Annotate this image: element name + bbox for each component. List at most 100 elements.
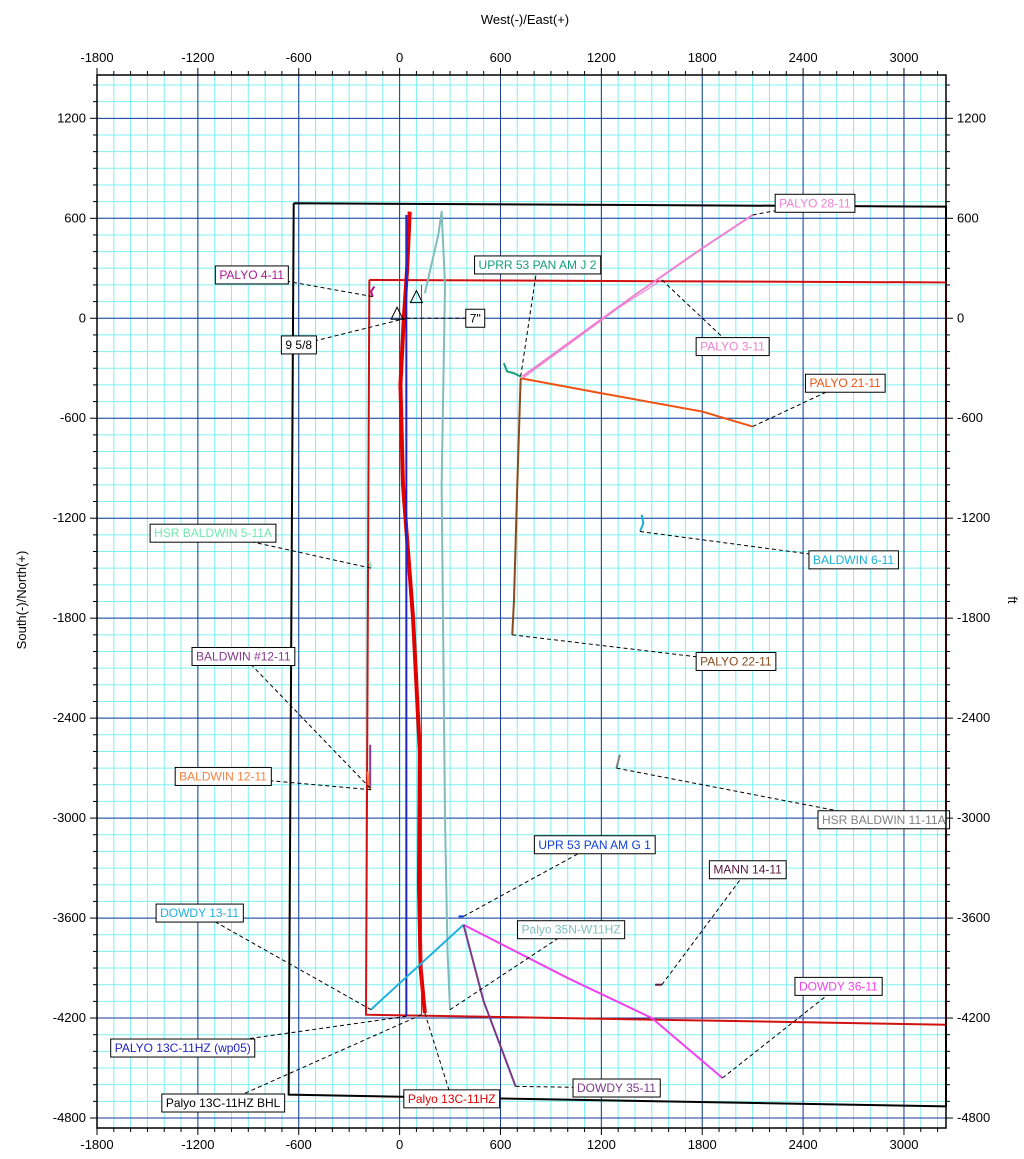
x-tick-label-top: 0 <box>396 50 403 65</box>
well-label[interactable]: DOWDY 35-11 <box>577 1081 656 1095</box>
well-label-box <box>572 1078 661 1098</box>
well-label[interactable]: DOWDY 13-11 <box>160 906 239 920</box>
well-label-box <box>804 373 886 393</box>
x-tick-label-bottom: -600 <box>286 1137 312 1152</box>
label-leader <box>223 775 372 791</box>
casing-label: 7" <box>470 311 481 325</box>
casing-label: 9 5/8 <box>285 338 312 352</box>
y-tick-label-right: 0 <box>957 310 964 325</box>
well-label-box <box>174 766 272 786</box>
label-leader <box>182 1015 407 1049</box>
well-label[interactable]: PALYO 21-11 <box>809 376 881 390</box>
well-label[interactable]: UPRR 53 PAN AM J 2 <box>479 258 597 272</box>
well-label[interactable]: BALDWIN #12-11 <box>196 649 291 663</box>
label-leader <box>661 279 733 347</box>
well-label-box <box>474 255 602 275</box>
x-tick-label-bottom: -1200 <box>181 1137 214 1152</box>
well-label[interactable]: PALYO 4-11 <box>219 268 284 282</box>
y-tick-label-left: -600 <box>60 410 86 425</box>
well-label[interactable]: UPR 53 PAN AM G 1 <box>538 838 651 852</box>
well-label[interactable]: PALYO 28-11 <box>779 196 851 210</box>
well-label[interactable]: PALYO 3-11 <box>700 340 765 354</box>
well-label[interactable]: Palyo 35N-W11HZ <box>522 923 621 937</box>
well-label[interactable]: Palyo 13C-11HZ BHL <box>166 1096 281 1110</box>
well-label[interactable]: BALDWIN 6-11 <box>813 553 894 567</box>
label-leader <box>222 1014 422 1104</box>
well-path-18 <box>463 923 724 1079</box>
x-tick-label-bottom: 0 <box>396 1137 403 1152</box>
well-label-box <box>161 1093 286 1113</box>
axes: -1800 -1800 -1200 -1200 -600 -600 0 0 600 600 1200… <box>53 50 991 1152</box>
well-path-10 <box>368 561 373 569</box>
label-leader <box>661 869 749 986</box>
well-label-box <box>774 193 856 213</box>
casing-point-marker <box>409 289 424 304</box>
well-label[interactable]: MANN 14-11 <box>713 863 782 877</box>
well-label-box <box>403 1089 501 1109</box>
y-tick-label-right: 1200 <box>957 110 986 125</box>
label-leader <box>520 264 538 377</box>
grid <box>96 75 946 1128</box>
label-leader <box>242 656 371 789</box>
x-tick-label-top: 2400 <box>789 50 818 65</box>
well-label[interactable]: HSR BALDWIN 5-11A <box>154 526 272 540</box>
y-tick-label-right: -1200 <box>957 510 990 525</box>
x-tick-label-top: 3000 <box>890 50 919 65</box>
label-leader <box>424 1012 453 1099</box>
y-tick-label-left: -4200 <box>53 1010 86 1025</box>
label-leader <box>639 531 854 561</box>
y-tick-label-left: -3000 <box>53 810 86 825</box>
casing-label-box <box>280 335 317 355</box>
casing-point-marker <box>390 306 404 320</box>
y-tick-label-right: -600 <box>957 410 983 425</box>
well-label-box <box>808 550 899 570</box>
well-label-box <box>191 646 296 666</box>
well-label-box <box>155 903 244 923</box>
y-tick-label-right: -4200 <box>957 1010 990 1025</box>
y-tick-label-right: -1800 <box>957 610 990 625</box>
well-label[interactable]: HSR BALDWIN 11-11A <box>822 813 946 827</box>
y-tick-label-right: 600 <box>957 210 979 225</box>
x-tick-label-bottom: 2400 <box>789 1137 818 1152</box>
well-path-5 <box>521 214 754 378</box>
x-tick-label-top: -600 <box>286 50 312 65</box>
y-tick-label-right: -2400 <box>957 710 990 725</box>
well-label[interactable]: PALYO 13C-11HZ (wp05) <box>115 1041 251 1055</box>
x-tick-label-top: -1800 <box>80 50 113 65</box>
label-leader <box>199 912 372 1011</box>
y-tick-label-right: -3000 <box>957 810 990 825</box>
x-tick-label-top: 600 <box>490 50 512 65</box>
x-tick-label-top: -1200 <box>181 50 214 65</box>
well-label-box <box>817 810 951 830</box>
well-label-box <box>695 337 770 357</box>
y-tick-label-left: -1200 <box>53 510 86 525</box>
x-tick-label-top: 1800 <box>688 50 717 65</box>
well-path-11 <box>639 514 645 532</box>
well-label[interactable]: Palyo 13C-11HZ <box>408 1092 496 1106</box>
well-label[interactable]: BALDWIN 12-11 <box>179 769 267 783</box>
label-leader <box>722 985 839 1079</box>
y-tick-label-left: -4800 <box>53 1110 86 1125</box>
well-label[interactable]: PALYO 22-11 <box>700 654 772 668</box>
well-label-box <box>149 523 277 543</box>
well-label-box <box>517 920 626 940</box>
x-tick-label-top: 1200 <box>587 50 616 65</box>
x-tick-label-bottom: 3000 <box>890 1137 919 1152</box>
label-leader <box>512 634 736 662</box>
y-tick-label-right: -3600 <box>957 910 990 925</box>
well-labels: Palyo 13C-11HZ PALYO 13C-11HZ (wp05) Palyo… <box>110 193 951 1113</box>
well-path-19 <box>462 924 517 1087</box>
well-label[interactable]: DOWDY 36-11 <box>799 979 878 993</box>
well-paths <box>366 210 754 1087</box>
y-tick-label-left: -3600 <box>53 910 86 925</box>
well-label-box <box>110 1038 256 1058</box>
well-path-8 <box>511 378 522 635</box>
label-leader <box>463 844 595 917</box>
y-tick-label-left: 0 <box>79 310 86 325</box>
y-tick-label-left: -2400 <box>53 710 86 725</box>
x-tick-label-bottom: 1200 <box>587 1137 616 1152</box>
y2-axis-title: ft <box>1005 596 1020 604</box>
well-label-box <box>695 651 777 671</box>
x-tick-label-bottom: 1800 <box>688 1137 717 1152</box>
